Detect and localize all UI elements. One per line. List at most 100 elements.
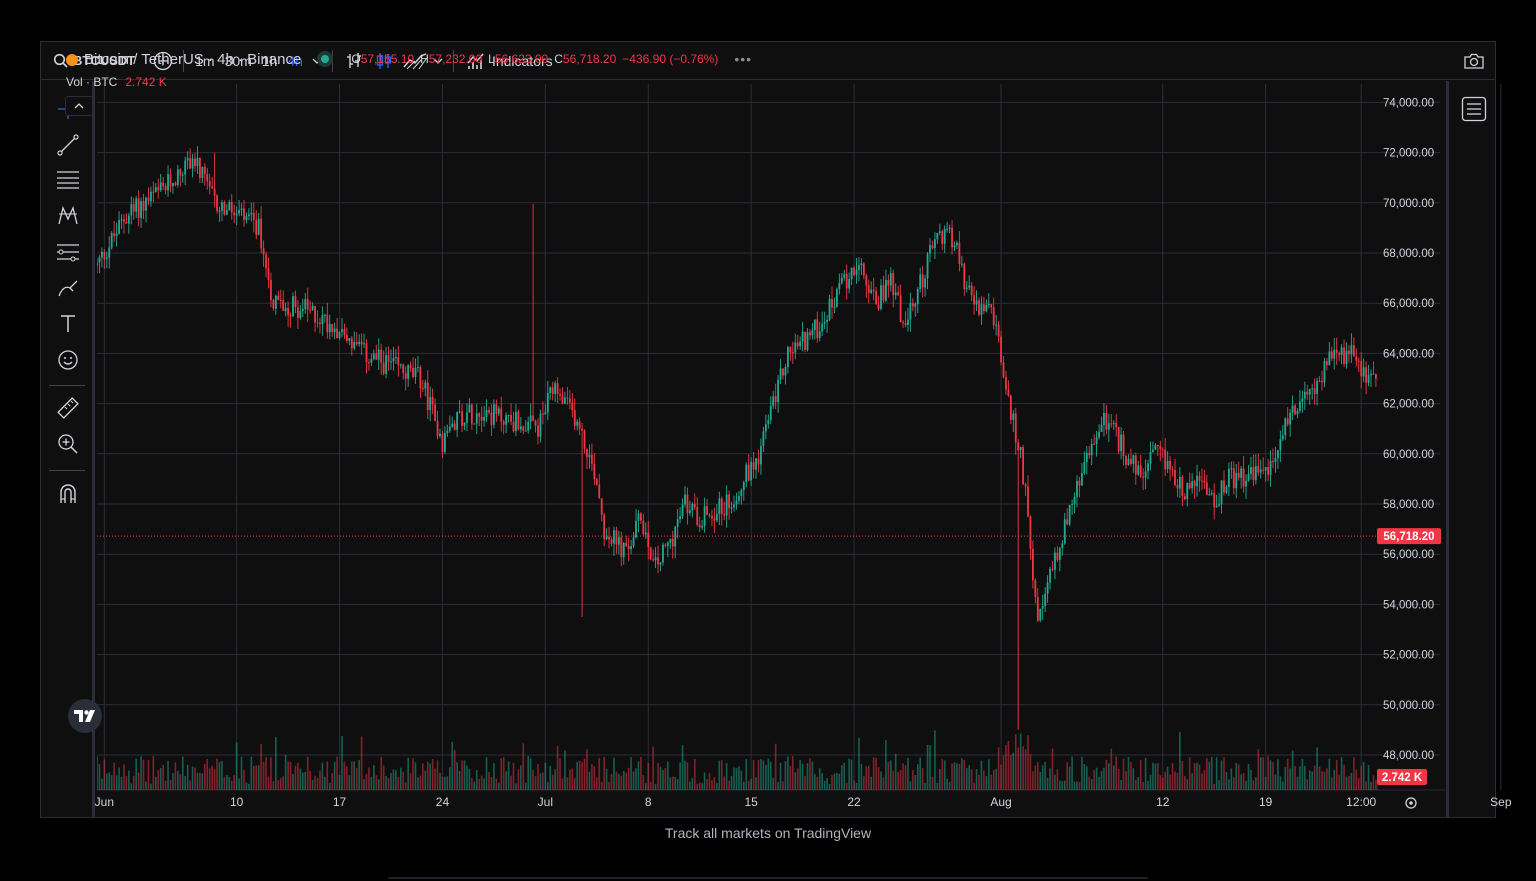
- candle-body: [409, 365, 412, 368]
- candle-body: [1134, 455, 1137, 475]
- volume-bar: [196, 772, 199, 790]
- candle-body: [358, 341, 361, 345]
- screenshot-button[interactable]: [1463, 42, 1485, 80]
- volume-bar: [720, 760, 723, 790]
- candle-body: [889, 273, 892, 286]
- candle-body: [779, 368, 782, 380]
- volume-bar: [718, 760, 721, 790]
- candle-body: [157, 187, 160, 191]
- candle-body: [581, 428, 583, 431]
- volume-bar: [843, 762, 846, 790]
- watchlist-button[interactable]: [1461, 96, 1487, 122]
- volume-bar: [1245, 780, 1247, 790]
- volume-bar: [769, 761, 772, 790]
- volume-bar: [870, 776, 872, 790]
- indicators-button[interactable]: Indicators: [466, 42, 553, 80]
- timeframe-4h[interactable]: 4h: [287, 52, 303, 69]
- candle-body: [199, 157, 201, 178]
- volume-bar: [632, 771, 635, 790]
- volume-bar: [199, 772, 201, 790]
- fib-retracement-tool[interactable]: [54, 166, 82, 194]
- volume-bar: [375, 775, 378, 790]
- volume-bar: [1115, 756, 1117, 790]
- volume-label[interactable]: Vol · BTC: [66, 75, 118, 89]
- candle-body: [1063, 519, 1066, 544]
- volume-bar: [667, 761, 669, 790]
- volume-bar: [194, 767, 196, 790]
- timeframe-1h[interactable]: 1h: [261, 52, 278, 69]
- candle-body: [1365, 367, 1367, 383]
- volume-bar: [451, 741, 454, 790]
- candle-body: [853, 267, 855, 276]
- candle-body: [1076, 480, 1078, 497]
- volume-bar: [505, 771, 507, 790]
- candle-body: [897, 292, 900, 296]
- candles-icon: [376, 52, 392, 69]
- candle-body: [424, 382, 427, 389]
- volume-bar: [975, 769, 978, 790]
- text-tool[interactable]: [54, 310, 82, 338]
- candle-body: [517, 411, 520, 430]
- candle-body: [708, 514, 711, 516]
- chart-style-dropdown[interactable]: [433, 42, 443, 80]
- volume-bar: [211, 765, 213, 790]
- candle-body: [867, 285, 870, 294]
- volume-bar: [441, 776, 444, 790]
- settings-icon[interactable]: [1405, 797, 1417, 809]
- volume-bar: [858, 737, 860, 790]
- footer-link[interactable]: Track all markets on TradingView: [664, 825, 872, 841]
- volume-bar: [551, 774, 554, 790]
- bars-style-button[interactable]: [345, 42, 363, 80]
- candles-style-button[interactable]: [375, 42, 393, 80]
- emoji-tool[interactable]: [54, 346, 82, 374]
- volume-bar: [1049, 768, 1051, 790]
- volume-bar: [774, 743, 777, 790]
- candle-body: [1348, 350, 1350, 355]
- volume-bar: [821, 773, 823, 790]
- candle-body: [813, 319, 816, 330]
- candle-body: [554, 383, 557, 394]
- zoom-in-tool[interactable]: [54, 430, 82, 458]
- collapse-legend-button[interactable]: [65, 96, 93, 116]
- ruler-tool[interactable]: [54, 394, 82, 422]
- y-axis-tick-label: 52,000.00: [1383, 650, 1434, 662]
- brush-tool[interactable]: [54, 274, 82, 302]
- emoji-icon: [58, 350, 78, 370]
- volume-bar: [921, 768, 924, 790]
- candle-body: [1362, 367, 1365, 377]
- candle-body: [608, 536, 610, 540]
- y-axis-tick-label: 54,000.00: [1383, 599, 1434, 611]
- volume-bar: [1357, 778, 1360, 790]
- candle-body: [1100, 424, 1103, 432]
- symbol-search[interactable]: BTCUSDT: [53, 42, 135, 80]
- volume-bar: [1161, 777, 1164, 790]
- volume-bar: [128, 770, 130, 790]
- volume-bar: [1012, 752, 1015, 790]
- candle-body: [1112, 422, 1115, 424]
- volume-bar: [140, 756, 142, 790]
- magnet-tool[interactable]: [54, 480, 82, 508]
- candle-body: [858, 265, 860, 271]
- timeframe-1m[interactable]: 1m: [195, 52, 215, 69]
- forecast-tool[interactable]: [54, 238, 82, 266]
- volume-bar: [363, 779, 365, 790]
- volume-bar: [1471, 771, 1473, 790]
- area-style-button[interactable]: [403, 42, 427, 80]
- candle-body: [206, 173, 209, 182]
- more-options-icon[interactable]: •••: [734, 51, 753, 67]
- trend-line-tool[interactable]: [54, 131, 82, 159]
- candle-body: [978, 300, 980, 315]
- candle-body: [211, 186, 214, 189]
- tradingview-logo[interactable]: [68, 699, 102, 733]
- market-status-icon[interactable]: [317, 51, 334, 67]
- candle-body: [1122, 434, 1125, 457]
- compare-button[interactable]: [153, 42, 173, 80]
- timeframe-30m[interactable]: 30m: [224, 52, 252, 69]
- volume-bar: [333, 761, 336, 790]
- legend-title[interactable]: Bitcoin / TetherUS · 4h · Binance: [84, 50, 302, 68]
- indicators-label: Indicators: [491, 52, 553, 69]
- pattern-tool[interactable]: [54, 202, 82, 230]
- candle-body: [1380, 379, 1382, 388]
- candle-body: [686, 494, 689, 514]
